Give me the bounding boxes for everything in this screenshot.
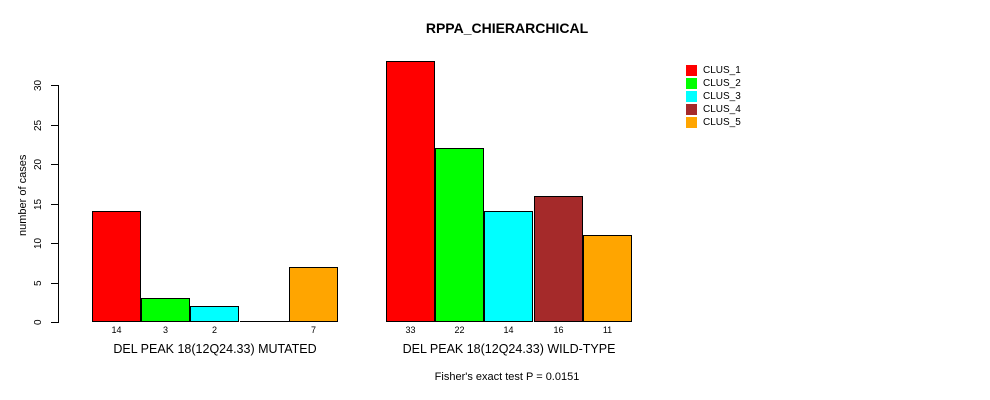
x-axis-label-mutated: DEL PEAK 18(12Q24.33) MUTATED: [113, 342, 317, 356]
bar-value-label: 11: [602, 325, 613, 335]
legend-swatch-icon: [686, 117, 697, 128]
legend-swatch-icon: [686, 65, 697, 76]
legend-item-clus_5: CLUS_5: [686, 116, 741, 129]
bar-clus_2-group2: [435, 148, 484, 322]
y-axis-title: number of cases: [17, 154, 29, 236]
bar-clus_3-group1: [190, 306, 239, 322]
legend-label: CLUS_4: [703, 104, 741, 115]
bar-value-label: 16: [553, 325, 564, 335]
bar-clus_3-group2: [484, 211, 533, 322]
y-tick-label: 15: [33, 198, 44, 210]
y-axis-line: [58, 85, 59, 323]
legend-label: CLUS_5: [703, 117, 741, 128]
y-tick: [51, 85, 58, 86]
legend-item-clus_3: CLUS_3: [686, 90, 741, 103]
bar-clus_2-group1: [141, 298, 190, 322]
bar-clus_5-group1: [289, 267, 338, 322]
bar-value-label: 3: [162, 325, 169, 335]
bar-clus_1-group1: [92, 211, 141, 322]
bar-clus_5-group2: [583, 235, 632, 322]
bar-value-label: 14: [503, 325, 514, 335]
legend-item-clus_4: CLUS_4: [686, 103, 741, 116]
y-tick-label: 10: [33, 237, 44, 249]
y-tick: [51, 243, 58, 244]
y-tick: [51, 322, 58, 323]
legend-label: CLUS_3: [703, 91, 741, 102]
y-tick: [51, 283, 58, 284]
legend-label: CLUS_1: [703, 65, 741, 76]
bar-value-label: 7: [310, 325, 317, 335]
x-axis-label-wild-type: DEL PEAK 18(12Q24.33) WILD-TYPE: [402, 342, 616, 356]
y-tick-label: 20: [33, 158, 44, 170]
y-tick-label: 25: [33, 119, 44, 131]
legend-item-clus_1: CLUS_1: [686, 64, 741, 77]
legend-swatch-icon: [686, 91, 697, 102]
bar-value-label: 33: [405, 325, 416, 335]
y-tick: [51, 164, 58, 165]
bar-clus_4-group2: [534, 196, 583, 322]
bar-value-label: 2: [211, 325, 218, 335]
bar-value-label: 22: [454, 325, 465, 335]
legend-swatch-icon: [686, 78, 697, 89]
legend-label: CLUS_2: [703, 78, 741, 89]
y-tick: [51, 204, 58, 205]
y-tick-label: 0: [33, 319, 44, 325]
bar-value-label: 14: [111, 325, 122, 335]
chart-title: RPPA_CHIERARCHICAL: [425, 20, 589, 36]
bar-clus_1-group2: [386, 61, 435, 322]
legend-item-clus_2: CLUS_2: [686, 77, 741, 90]
legend-swatch-icon: [686, 104, 697, 115]
y-tick-label: 5: [33, 280, 44, 286]
y-tick: [51, 125, 58, 126]
fisher-test-annotation: Fisher's exact test P = 0.0151: [434, 371, 580, 383]
legend: CLUS_1 CLUS_2 CLUS_3 CLUS_4 CLUS_5: [686, 64, 741, 129]
y-tick-label: 30: [33, 79, 44, 91]
bar-clus_4-group1: [240, 321, 289, 322]
